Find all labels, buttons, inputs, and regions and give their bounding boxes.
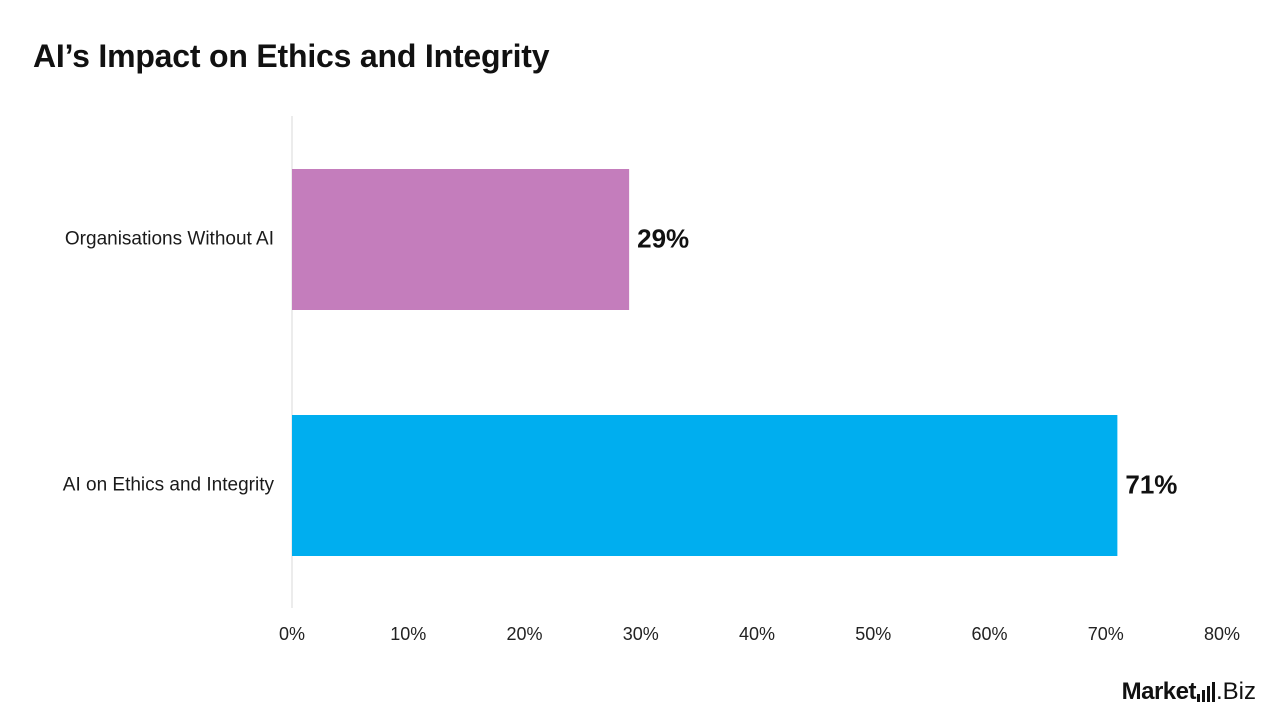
x-tick-label: 0% xyxy=(279,624,305,644)
x-tick-label: 10% xyxy=(390,624,426,644)
bar xyxy=(292,415,1118,556)
x-tick-label: 60% xyxy=(971,624,1007,644)
logo-brand: Market xyxy=(1121,678,1197,705)
marketbiz-logo: Market .Biz xyxy=(1122,678,1256,706)
chart-title: AI’s Impact on Ethics and Integrity xyxy=(33,38,550,74)
category-label: AI on Ethics and Integrity xyxy=(63,475,275,496)
x-tick-label: 50% xyxy=(855,624,891,644)
category-label: Organisations Without AI xyxy=(65,229,274,250)
x-tick-label: 70% xyxy=(1088,624,1124,644)
logo-suffix: .Biz xyxy=(1215,678,1256,705)
bar-chart-icon xyxy=(1196,682,1215,702)
data-label: 71% xyxy=(1125,469,1177,499)
x-tick-label: 80% xyxy=(1204,624,1240,644)
bar xyxy=(292,169,630,310)
x-tick-label: 40% xyxy=(739,624,775,644)
x-tick-label: 20% xyxy=(506,624,542,644)
data-label: 29% xyxy=(637,223,689,253)
x-tick-label: 30% xyxy=(623,624,659,644)
